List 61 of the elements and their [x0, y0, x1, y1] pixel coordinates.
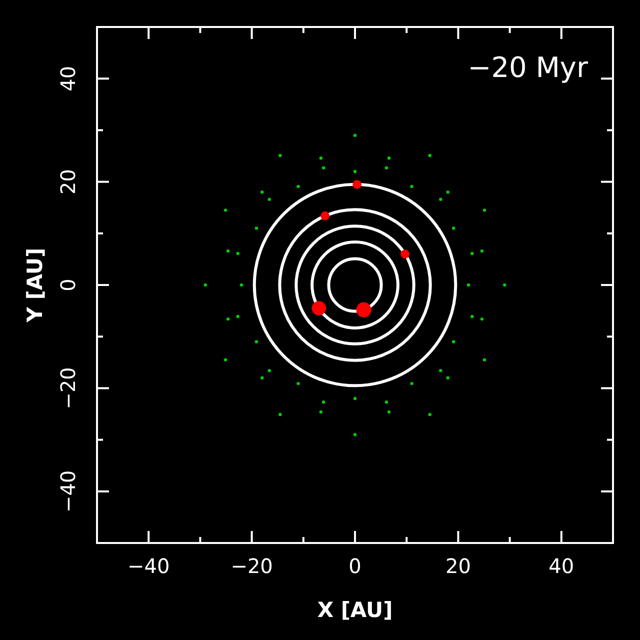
x-tick-label: 20: [445, 554, 471, 578]
point: [224, 208, 228, 212]
point: [278, 154, 282, 158]
point: [236, 314, 240, 318]
point: [480, 317, 484, 321]
point: [470, 252, 474, 256]
point: [322, 400, 326, 404]
point: [353, 170, 357, 174]
point: [268, 369, 271, 372]
point: [482, 208, 486, 212]
point: [226, 249, 230, 253]
y-tick-label: 0: [56, 278, 80, 292]
y-tick-label: 40: [56, 66, 80, 92]
point: [452, 340, 456, 344]
y-tick-label: −20: [56, 367, 80, 410]
point: [482, 358, 486, 362]
point: [353, 433, 357, 436]
point: [254, 226, 258, 230]
point: [322, 166, 326, 170]
point: [387, 410, 391, 414]
point: [260, 376, 264, 380]
point: [439, 198, 442, 201]
annotation: −20 Myr: [468, 51, 588, 84]
point: [410, 382, 414, 386]
x-axis-title: X [AU]: [317, 598, 393, 622]
point: [236, 252, 240, 256]
x-tick-label: 0: [348, 554, 362, 578]
point: [428, 154, 432, 158]
y-tick-label: −40: [56, 470, 80, 513]
point: [319, 410, 323, 414]
point: [268, 198, 271, 201]
point: [452, 226, 456, 230]
point: [384, 400, 388, 404]
point: [278, 412, 282, 416]
point: [240, 283, 244, 287]
point: [387, 156, 391, 160]
point: [353, 134, 357, 137]
point: [384, 166, 388, 170]
point: [296, 382, 300, 386]
point: [319, 156, 323, 160]
point: [296, 184, 300, 188]
point: [480, 249, 484, 253]
point: [260, 190, 264, 194]
point: [446, 190, 450, 194]
point: [439, 369, 442, 372]
x-tick-label: −40: [127, 554, 170, 578]
point: [254, 340, 258, 344]
y-tick-label: 20: [56, 169, 80, 195]
point: [446, 376, 450, 380]
point: [410, 184, 414, 188]
x-tick-label: 40: [548, 554, 574, 578]
point: [224, 358, 228, 362]
point: [353, 396, 357, 400]
point: [226, 317, 230, 321]
point: [470, 314, 474, 318]
point: [204, 283, 207, 287]
x-tick-label: −20: [230, 554, 273, 578]
point: [428, 412, 432, 416]
point: [503, 283, 506, 287]
point: [466, 283, 470, 287]
y-axis-title: Y [AU]: [23, 248, 47, 324]
